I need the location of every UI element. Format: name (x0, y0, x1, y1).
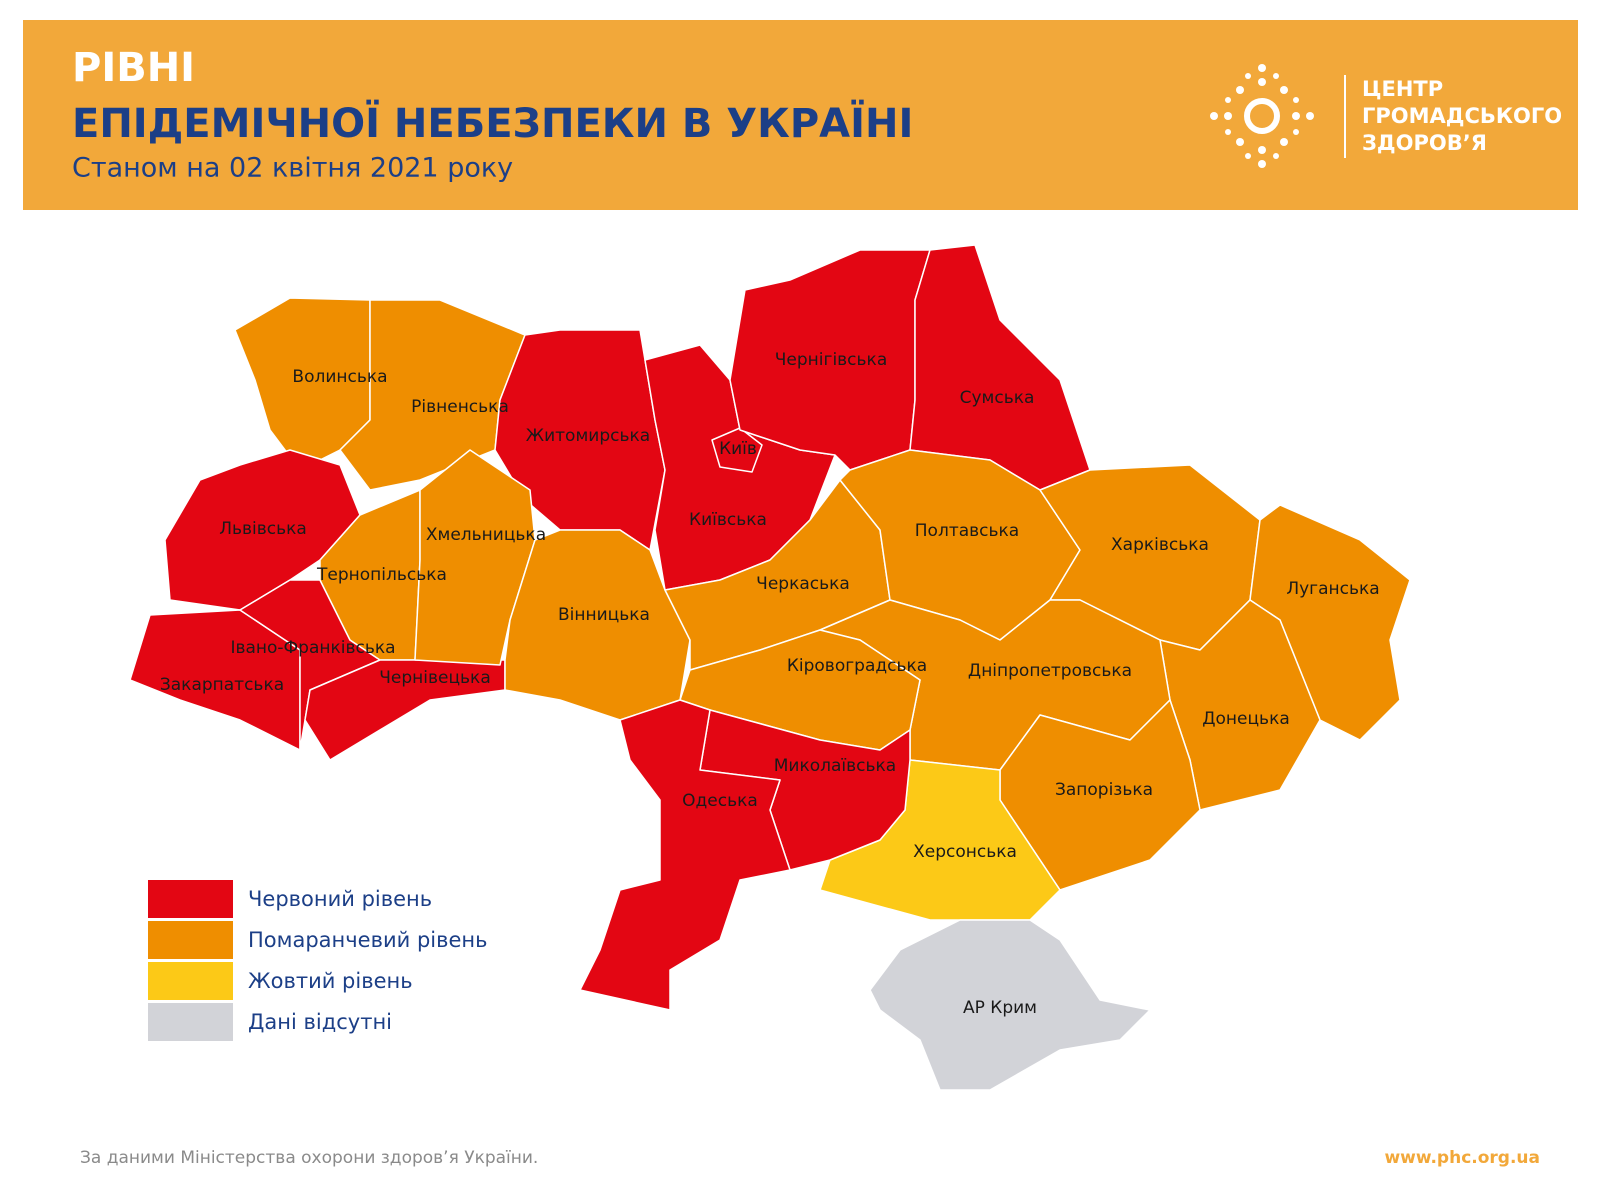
logo-mark (1210, 64, 1314, 168)
region-label: Херсонська (913, 842, 1017, 862)
website-url: www.phc.org.ua (1384, 1148, 1540, 1168)
legend-label: Жовтий рівень (248, 969, 413, 993)
legend-swatch (148, 880, 233, 918)
region-label: Тернопільська (316, 565, 447, 585)
region-label: Сумська (960, 388, 1035, 408)
region (579, 699, 791, 1011)
region-label: Волинська (292, 367, 387, 387)
legend-swatch (148, 962, 233, 1000)
region-label: Харківська (1111, 535, 1209, 555)
region-label: АР Крим (963, 998, 1037, 1018)
region-label: Хмельницька (426, 525, 546, 545)
region (711, 427, 763, 473)
region-label: Івано-Франківська (230, 638, 395, 658)
legend-label: Дані відсутні (248, 1010, 392, 1034)
region-label: Донецька (1202, 709, 1290, 729)
legend: Червоний рівень Помаранчевий рівень Жовтий… (148, 880, 488, 1041)
logo-text: ГРОМАДСЬКОГО (1362, 104, 1562, 128)
region-label: Полтавська (915, 521, 1019, 541)
region-label: Миколаївська (774, 756, 896, 776)
source-note: За даними Міністерства охорони здоров’я … (80, 1148, 538, 1168)
region-label: Черкаська (756, 574, 850, 594)
region (869, 919, 1151, 1091)
region-label: Запорізька (1055, 780, 1153, 800)
map: Волинська Рівненська Житомирська Київська Ки… (129, 244, 1411, 1091)
logo-text: ЗДОРОВ’Я (1362, 131, 1487, 155)
region-label: Кіровоградська (787, 656, 927, 676)
legend-swatch (148, 1003, 233, 1041)
region-label: Дніпропетровська (968, 661, 1132, 681)
subtitle: Станом на 02 квітня 2021 року (72, 153, 513, 184)
legend-label: Червоний рівень (248, 887, 432, 911)
region-label: Львівська (219, 519, 307, 539)
region-label: Рівненська (411, 397, 509, 417)
title-line2: ЕПІДЕМІЧНОЇ НЕБЕЗПЕКИ В УКРАЇНІ (72, 99, 913, 147)
region-label: Луганська (1286, 579, 1379, 599)
region-label: Чернігівська (775, 350, 887, 370)
region-label: Одеська (682, 791, 758, 811)
region-label: Київ (719, 439, 757, 459)
region-label: Київська (689, 510, 767, 530)
region-label: Чернівецька (379, 668, 491, 688)
region-label: Вінницька (558, 605, 650, 625)
region-label: Житомирська (526, 426, 650, 446)
title-line1: РІВНІ (72, 45, 195, 91)
legend-label: Помаранчевий рівень (248, 928, 488, 952)
header-band (23, 20, 1578, 210)
legend-swatch (148, 921, 233, 959)
region-label: Закарпатська (160, 675, 284, 695)
logo-text: ЦЕНТР (1362, 77, 1443, 101)
